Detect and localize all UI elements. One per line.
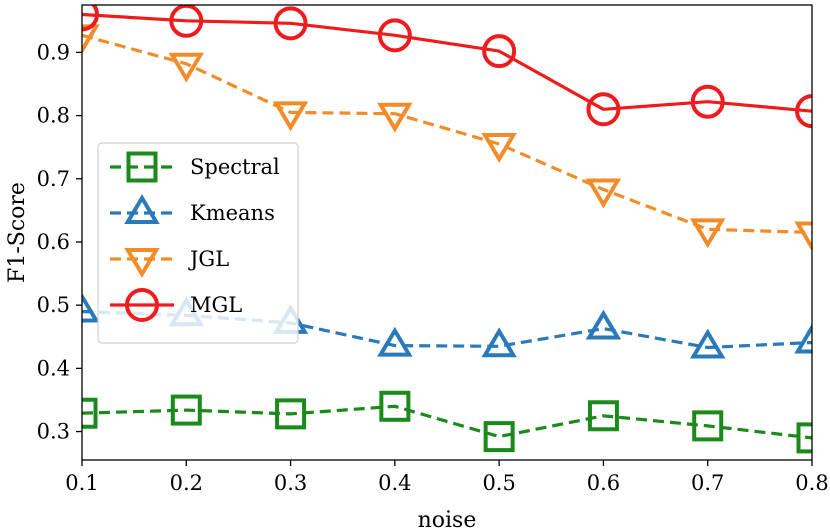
- y-tick-label-4: 0.6: [37, 230, 70, 254]
- y-tick-label-5: 0.7: [37, 167, 70, 191]
- data-point-spectral-7: [692, 410, 724, 442]
- y-tick-label-6: 0.8: [37, 104, 70, 128]
- data-point-jgl-4: [377, 102, 413, 133]
- data-point-spectral-5: [483, 421, 515, 453]
- legend-marker-mgl: [125, 288, 159, 322]
- data-point-jgl-6: [585, 178, 622, 209]
- data-point-spectral-1: [82, 397, 98, 429]
- y-tick-label-2: 0.4: [37, 356, 70, 380]
- data-point-spectral-4: [379, 390, 411, 422]
- x-tick-label-4: 0.4: [378, 471, 411, 495]
- x-tick-label-1: 0.1: [65, 471, 98, 495]
- x-tick-label-8: 0.8: [795, 471, 828, 495]
- data-point-kmeans-6: [585, 309, 622, 340]
- data-point-kmeans-4: [377, 326, 413, 357]
- y-tick-label-1: 0.3: [37, 420, 70, 444]
- data-point-jgl-2: [168, 52, 205, 83]
- data-point-mgl-2: [169, 5, 204, 38]
- data-point-mgl-8: [795, 94, 812, 129]
- legend-label-kmeans: Kmeans: [190, 201, 275, 225]
- data-point-spectral-8: [796, 422, 812, 454]
- series-line-mgl: [82, 12, 812, 113]
- series-jgl: [82, 24, 812, 252]
- legend-item-spectral: Spectral: [110, 151, 280, 183]
- data-point-kmeans-1: [82, 292, 100, 323]
- data-point-jgl-1: [82, 24, 100, 55]
- y-tick-label-3: 0.5: [37, 293, 70, 317]
- legend-marker-kmeans: [124, 194, 160, 224]
- data-point-spectral-2: [170, 394, 202, 426]
- x-tick-label-2: 0.2: [170, 471, 203, 495]
- data-point-mgl-3: [273, 6, 308, 41]
- legend-item-mgl: MGL: [110, 288, 242, 322]
- legend-label-spectral: Spectral: [190, 155, 280, 179]
- x-axis-title: noise: [418, 508, 477, 531]
- data-point-mgl-7: [690, 84, 725, 119]
- y-tick-label-7: 0.9: [37, 40, 70, 64]
- data-point-kmeans-8: [794, 323, 812, 354]
- axes-frame: [81, 4, 813, 461]
- data-point-jgl-5: [481, 133, 517, 163]
- data-point-jgl-7: [689, 218, 726, 249]
- series-mgl: [82, 5, 812, 129]
- x-tick-label-7: 0.7: [691, 471, 724, 495]
- data-point-mgl-5: [482, 34, 517, 69]
- data-point-spectral-3: [275, 398, 307, 430]
- legend-label-mgl: MGL: [190, 293, 242, 317]
- legend-marker-spectral: [126, 151, 158, 183]
- data-point-spectral-6: [587, 400, 619, 432]
- data-point-mgl-6: [586, 92, 621, 127]
- series-spectral: [82, 390, 812, 454]
- legend: Spectral Kmeans JGL MGL: [97, 142, 299, 344]
- x-tick-label-6: 0.6: [587, 471, 620, 495]
- series-line-spectral: [82, 404, 812, 440]
- legend-label-jgl: JGL: [188, 247, 229, 271]
- data-point-mgl-1: [82, 5, 99, 32]
- legend-item-kmeans: Kmeans: [110, 194, 275, 225]
- data-point-mgl-4: [377, 18, 412, 53]
- data-point-kmeans-7: [689, 328, 726, 359]
- legend-marker-jgl: [124, 248, 160, 278]
- axes: 0.1 0.2 0.3 0.4 0.5 0.6 0.7 0.8 0.3 0.4 0.5 0.6 0.7 0…: [37, 4, 829, 495]
- x-tick-label-3: 0.3: [274, 471, 307, 495]
- y-axis-title: F1-Score: [5, 182, 30, 283]
- data-point-kmeans-5: [481, 327, 517, 358]
- legend-item-jgl: JGL: [110, 247, 229, 278]
- x-tick-label-5: 0.5: [482, 471, 515, 495]
- series-line-jgl: [82, 33, 812, 235]
- data-point-jgl-3: [272, 101, 309, 132]
- data-point-jgl-8: [794, 221, 812, 252]
